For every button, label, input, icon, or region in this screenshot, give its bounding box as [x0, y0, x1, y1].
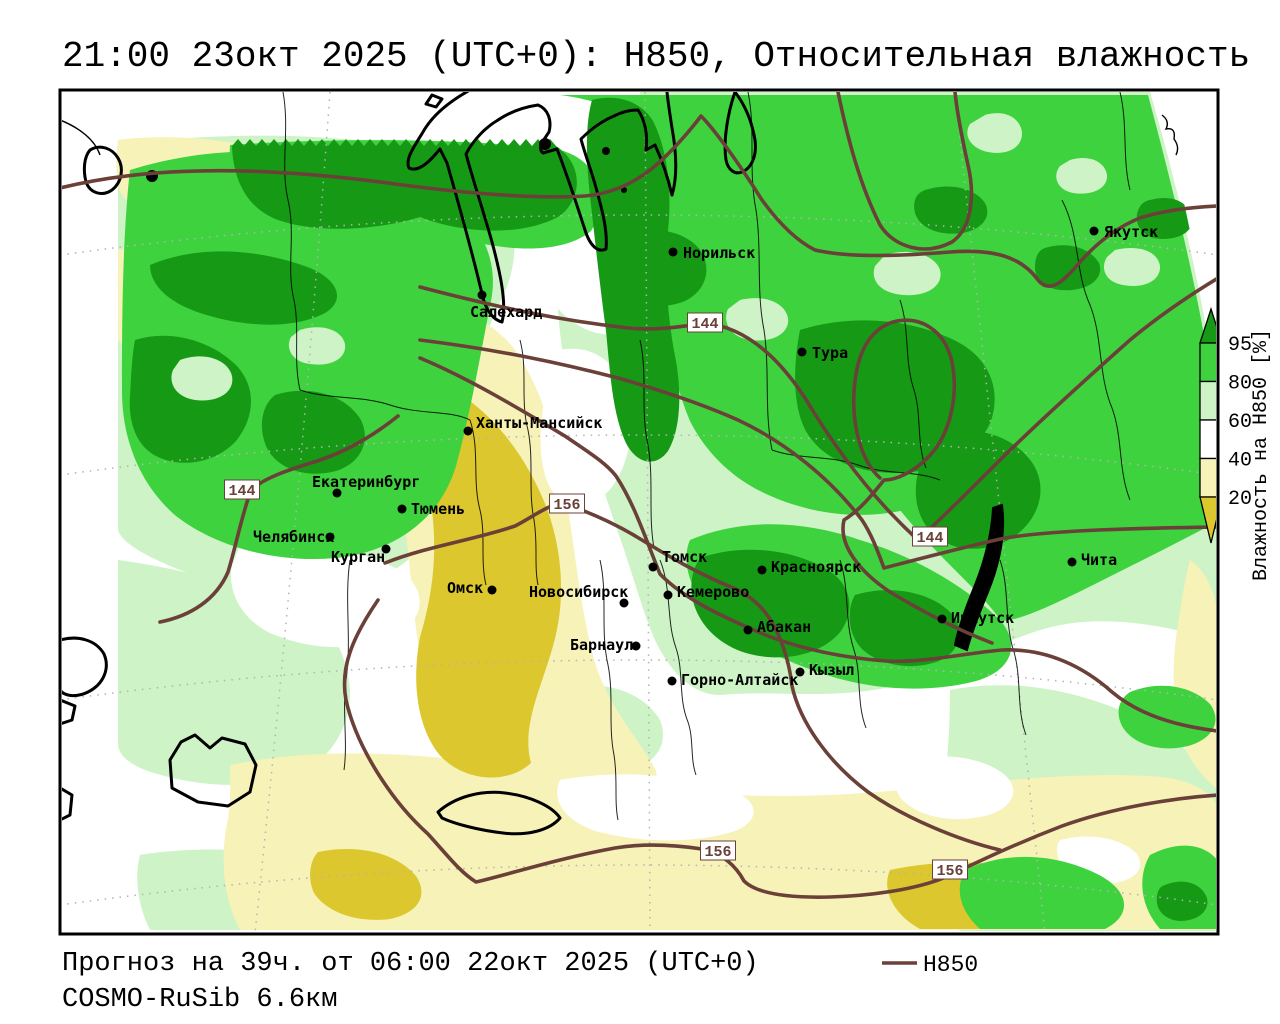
city-label: Новосибирск [529, 583, 628, 601]
city-label: Курган [331, 548, 385, 566]
city-label: Барнаул [570, 636, 633, 654]
colorbar-axis-label: Влажность на H850 [%] [1250, 329, 1273, 581]
city-label: Челябинск [253, 528, 334, 546]
city-markers: Норильск Салехард Тура Якутск Ханты-Мансийск… [253, 223, 1158, 689]
city-label: Тура [812, 344, 848, 362]
city-dot [619, 598, 629, 608]
map-title: 21:00 23окт 2025 (UTC+0): H850, Относите… [62, 36, 1250, 77]
map-content: 144 144 144 156 156 156 Норильск Салехард Тура Я… [62, 92, 1216, 932]
contour-label: 144 [916, 530, 943, 547]
city-label: Норильск [683, 244, 755, 262]
colorbar [1199, 306, 1216, 544]
city-dot [381, 544, 391, 554]
city-dot [332, 488, 342, 498]
colorbar-tick-20: 20 [1228, 488, 1252, 511]
contour-label: 156 [553, 497, 580, 514]
city-label: Кызыл [809, 661, 854, 679]
domain-edge-white [1152, 92, 1216, 396]
city-dot [743, 625, 753, 635]
city-dot [325, 532, 335, 542]
contour-label: 156 [704, 844, 731, 861]
colorbar-tick-95: 95 [1228, 334, 1252, 357]
city-dot [795, 667, 805, 677]
contour-label: 144 [691, 316, 718, 333]
city-dot [487, 585, 497, 595]
city-label: Иркутск [951, 609, 1014, 627]
city-dot [668, 247, 678, 257]
colorbar-below20 [1199, 496, 1216, 544]
colorbar-tick-60: 60 [1228, 411, 1252, 434]
humidity-field-pale-holes [171, 113, 1161, 401]
city-dot [797, 347, 807, 357]
city-label: Тюмень [411, 500, 465, 518]
city-label: Ханты-Мансийск [476, 414, 602, 432]
city-label: Салехард [470, 303, 542, 321]
city-dot [397, 504, 407, 514]
city-dot [477, 290, 487, 300]
city-dot [663, 590, 673, 600]
contour-label-box [224, 479, 260, 500]
city-dot [648, 562, 658, 572]
city-label: Красноярск [771, 558, 861, 576]
city-dot [937, 614, 947, 624]
height-contours [62, 92, 1216, 899]
colorbar-tick-40: 40 [1228, 450, 1252, 473]
city-label: Абакан [757, 618, 811, 636]
city-dot [631, 641, 641, 651]
colorbar-ticks: 95 80 60 40 20 [1228, 334, 1252, 511]
city-dot [1089, 226, 1099, 236]
model-info: COSMO-RuSib 6.6км [62, 985, 337, 1015]
legend-label: H850 [923, 952, 978, 978]
contour-value-labels: 144 144 144 156 156 156 [224, 312, 968, 880]
contour-label-box [687, 312, 723, 333]
contour-label: 144 [228, 483, 255, 500]
city-dot [463, 426, 473, 436]
city-dot [667, 676, 677, 686]
city-dot [1067, 557, 1077, 567]
city-label: Горно-Алтайск [681, 671, 798, 689]
colorbar-tick-80: 80 [1228, 373, 1252, 396]
contour-label-box [932, 859, 968, 880]
graticule [62, 92, 1216, 932]
city-label: Кемерово [677, 583, 749, 601]
lake-balkhash [436, 790, 562, 836]
contour-label-box [912, 526, 948, 547]
forecast-info: Прогноз на 39ч. от 06:00 22окт 2025 (UTC… [62, 949, 759, 979]
city-label: Чита [1081, 551, 1117, 569]
contour-label: 156 [936, 863, 963, 880]
legend: H850 [882, 952, 978, 978]
contour-label-box [700, 840, 736, 861]
city-dot [757, 565, 767, 575]
city-label: Якутск [1104, 223, 1158, 241]
contour-label-box [549, 493, 585, 514]
map-border [58, 88, 1220, 936]
city-label: Омск [447, 579, 483, 597]
lake-outline [168, 733, 258, 808]
city-label: Екатеринбург [312, 473, 420, 491]
city-label: Томск [662, 548, 707, 566]
